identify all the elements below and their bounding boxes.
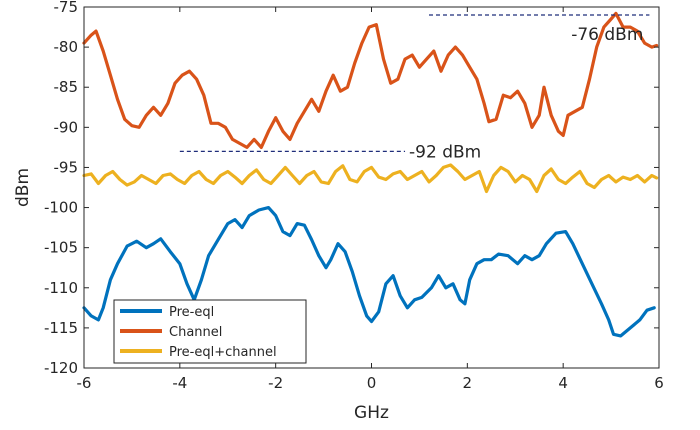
annotation-label-0: -76 dBm bbox=[571, 25, 643, 45]
y-tick-label: -95 bbox=[54, 158, 79, 176]
y-axis-title: dBm bbox=[13, 168, 33, 207]
x-tick-label: 2 bbox=[463, 374, 473, 392]
annotation-label-1: -92 dBm bbox=[409, 142, 481, 162]
legend-label-1: Channel bbox=[169, 325, 222, 340]
legend-label-0: Pre-eql bbox=[169, 305, 214, 320]
legend-label-2: Pre-eql+channel bbox=[169, 345, 277, 360]
y-tick-label: -100 bbox=[44, 199, 78, 217]
y-tick-label: -115 bbox=[44, 319, 78, 337]
legend: Pre-eql Channel Pre-eql+channel bbox=[113, 299, 307, 364]
y-tick-label: -120 bbox=[44, 359, 78, 377]
y-tick-label: -90 bbox=[54, 118, 79, 136]
x-tick-label: 4 bbox=[558, 374, 568, 392]
y-tick-label: -105 bbox=[44, 239, 78, 257]
series-line-2 bbox=[82, 163, 659, 194]
x-tick-label: -6 bbox=[77, 374, 92, 392]
annotations: -76 dBm -92 dBm bbox=[179, 14, 650, 162]
series-line-0 bbox=[82, 206, 656, 338]
series-layer bbox=[82, 11, 659, 338]
series-line-1 bbox=[82, 11, 659, 149]
ticks: -6 -4 -2 0 2 4 6 -120 -115 -110 -105 -100 -95 -90 -85 -… bbox=[44, 0, 664, 392]
y-tick-label: -85 bbox=[54, 78, 79, 96]
y-tick-label: -75 bbox=[54, 0, 79, 16]
x-tick-label: -4 bbox=[172, 374, 187, 392]
x-tick-label: -2 bbox=[268, 374, 283, 392]
x-tick-label: 0 bbox=[367, 374, 377, 392]
y-tick-label: -80 bbox=[54, 38, 79, 56]
x-axis-title: GHz bbox=[354, 403, 389, 423]
x-tick-label: 6 bbox=[654, 374, 664, 392]
y-tick-label: -110 bbox=[44, 279, 78, 297]
